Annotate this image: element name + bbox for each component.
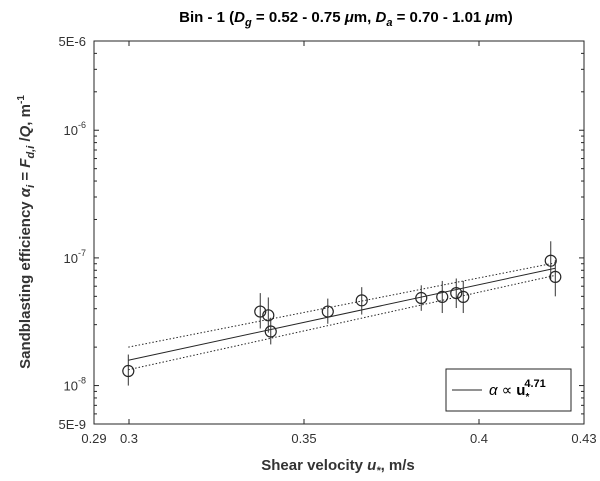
legend: α ∝ u* 4.71 [445,368,572,412]
data-point-marker [544,254,557,267]
y-label-alpha: α [17,187,34,197]
title-da-range: = 0.70 - 1.01 [392,9,485,26]
x-label-sub: * [376,465,381,477]
data-point-marker [457,290,470,303]
y-label-text: Sandblasting efficiency [17,197,34,369]
x-label-var: u [367,457,376,474]
data-point-marker [436,290,449,303]
fit-upper-bound-line [128,262,556,348]
y-label-slash: / [17,137,34,146]
data-point-marker [254,305,267,318]
title-da-symbol: D [375,9,386,26]
power-law-fit-line [128,267,556,361]
y-label-exp: -1 [16,95,27,104]
y-label-unit: , m [17,104,34,126]
legend-propto: ∝ [502,382,513,399]
y-label-eq: = [17,168,34,185]
data-point-marker [264,325,277,338]
title-dg-range: = 0.52 - 0.75 [252,9,345,26]
data-points [122,241,562,386]
plot-area [93,40,585,425]
title-unit-1: m, [354,9,376,26]
title-da-subscript: a [386,17,392,29]
y-label-F: F [17,158,34,168]
title-mu-2: μ [484,9,494,26]
title-mu-1: μ [344,9,354,26]
title-prefix: Bin - 1 ( [179,9,234,26]
x-axis-label: Shear velocity u*, m/s [261,457,415,477]
data-point-marker [450,287,463,300]
legend-sub: * [525,392,529,403]
legend-exp: 4.71 [524,378,545,390]
y-label-sub-di: d,i [25,145,37,159]
x-tick-label: 0.4 [470,431,488,446]
x-tick-label: 0.3 [120,431,138,446]
y-axis-label: Sandblasting efficiency αi = Fd,i /Q, m-… [16,95,37,369]
y-label-Q: Q [17,125,34,137]
x-label-text: Shear velocity [261,457,367,474]
data-point-marker [355,294,368,307]
x-tick-label: 0.43 [571,431,596,446]
y-label-sub-i: i [25,184,37,188]
data-point-marker [415,291,428,305]
y-tick-label: 10-8 [64,376,86,394]
y-tick-label: 5E-6 [59,34,86,49]
x-tick-label: 0.35 [291,431,316,446]
chart-title: Bin - 1 (Dg = 0.52 - 0.75 μm, Da = 0.70 … [179,9,513,29]
fit-lower-bound-line [128,274,556,371]
data-point-marker [262,309,275,322]
x-tick-label: 0.29 [81,431,106,446]
y-tick-label: 10-7 [64,248,86,266]
x-label-unit: , m/s [381,457,415,474]
axis-ticks: 0.29 0.3 0.35 0.4 0.43 5E-9 10-8 10-7 10-6 5E-6 [59,34,597,446]
legend-alpha: α [489,382,498,399]
y-tick-label: 10-6 [64,120,86,138]
title-dg-symbol: D [234,9,245,26]
data-point-marker [122,364,135,378]
legend-var: u [516,382,525,399]
legend-label: α ∝ u* 4.71 [489,378,546,403]
title-unit-2: m) [494,9,512,26]
data-point-marker [321,305,334,318]
y-tick-label: 5E-9 [59,417,86,432]
fit-lines [128,262,556,371]
data-point-marker [549,270,562,283]
title-dg-subscript: g [244,17,252,29]
